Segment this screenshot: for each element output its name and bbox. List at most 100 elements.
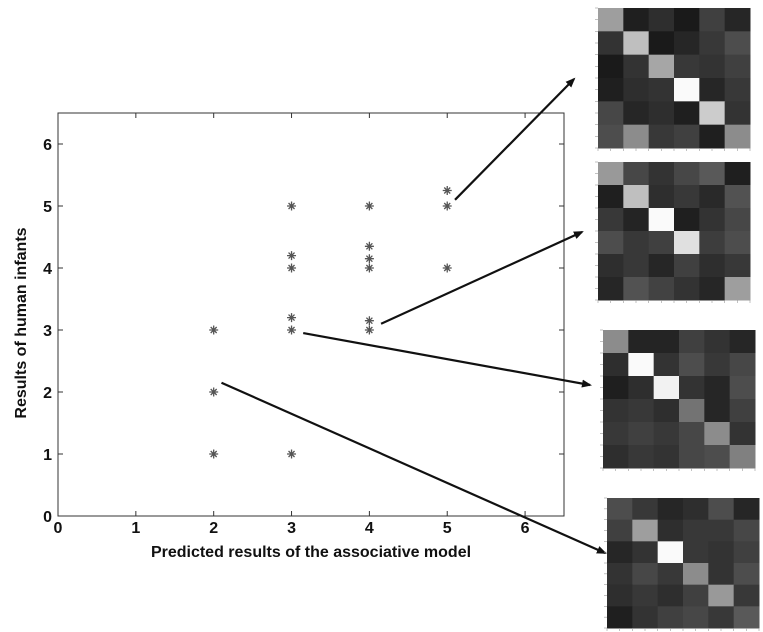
matrix-cell bbox=[598, 231, 624, 255]
matrix-cell bbox=[699, 124, 726, 149]
matrix-cell bbox=[632, 519, 659, 542]
matrix-cell bbox=[729, 353, 756, 377]
matrix-cell bbox=[657, 606, 684, 629]
data-point bbox=[287, 263, 297, 273]
matrix-cell bbox=[603, 399, 629, 423]
matrix-cell bbox=[598, 31, 624, 56]
matrix-cell bbox=[632, 606, 659, 629]
matrix-thumbnail bbox=[595, 7, 751, 151]
matrix-cell bbox=[674, 78, 700, 102]
matrix-cell bbox=[699, 185, 726, 209]
matrix-cell bbox=[679, 422, 705, 446]
matrix-cell bbox=[653, 445, 680, 469]
matrix-cell bbox=[674, 254, 700, 278]
matrix-cell bbox=[733, 498, 760, 521]
matrix-cell bbox=[724, 277, 751, 301]
matrix-cell bbox=[674, 277, 700, 301]
matrix-cell bbox=[683, 498, 709, 521]
matrix-cell bbox=[733, 541, 760, 564]
matrix-cell bbox=[674, 162, 700, 186]
x-tick-label: 2 bbox=[209, 520, 218, 537]
matrix-cell bbox=[628, 330, 655, 354]
matrix-cell bbox=[628, 422, 655, 446]
matrix-cell bbox=[674, 101, 700, 126]
x-tick-group: 0 1 2 3 4 5 6 bbox=[54, 113, 530, 537]
data-point bbox=[364, 316, 374, 326]
matrix-cell bbox=[674, 231, 700, 255]
matrix-cell bbox=[708, 519, 735, 542]
matrix-cell bbox=[683, 563, 709, 586]
matrix-cell bbox=[733, 584, 760, 607]
matrix-cell bbox=[653, 376, 680, 400]
plot-frame bbox=[57, 112, 565, 517]
matrix-cell bbox=[724, 231, 751, 255]
y-tick-label: 6 bbox=[43, 137, 52, 154]
matrix-cell bbox=[699, 31, 726, 56]
data-point bbox=[364, 263, 374, 273]
matrix-cell bbox=[598, 185, 624, 209]
matrix-cell bbox=[699, 101, 726, 126]
data-point bbox=[287, 251, 297, 261]
matrix-cell bbox=[603, 422, 629, 446]
matrix-cell bbox=[653, 399, 680, 423]
matrix-cell bbox=[699, 162, 726, 186]
matrix-cell bbox=[683, 584, 709, 607]
x-tick-label: 5 bbox=[443, 520, 452, 537]
matrix-cell bbox=[733, 519, 760, 542]
matrix-cell bbox=[648, 231, 675, 255]
matrix-cell bbox=[607, 606, 633, 629]
matrix-thumbnail bbox=[595, 161, 751, 303]
matrix-cell bbox=[598, 78, 624, 102]
matrix-cell bbox=[648, 185, 675, 209]
matrix-cell bbox=[598, 277, 624, 301]
matrix-cell bbox=[679, 445, 705, 469]
data-point bbox=[209, 449, 219, 459]
matrix-thumbnails bbox=[595, 7, 760, 631]
matrix-cell bbox=[623, 31, 650, 56]
matrix-cell bbox=[679, 330, 705, 354]
matrix-cell bbox=[699, 231, 726, 255]
matrix-cell bbox=[683, 541, 709, 564]
matrix-cell bbox=[729, 445, 756, 469]
matrix-thumbnail bbox=[604, 497, 760, 631]
matrix-cell bbox=[674, 54, 700, 79]
matrix-cell bbox=[729, 422, 756, 446]
matrix-cell bbox=[708, 606, 735, 629]
y-tick-label: 2 bbox=[43, 385, 52, 402]
matrix-cell bbox=[648, 254, 675, 278]
matrix-cell bbox=[729, 330, 756, 354]
matrix-cell bbox=[708, 541, 735, 564]
data-point bbox=[287, 449, 297, 459]
matrix-cell bbox=[648, 31, 675, 56]
matrix-cell bbox=[699, 254, 726, 278]
data-point bbox=[287, 325, 297, 335]
matrix-cell bbox=[648, 101, 675, 126]
matrix-cell bbox=[648, 277, 675, 301]
matrix-cell bbox=[632, 541, 659, 564]
data-point bbox=[364, 201, 374, 211]
matrix-cell bbox=[674, 31, 700, 56]
matrix-cell bbox=[724, 31, 751, 56]
matrix-cell bbox=[708, 563, 735, 586]
matrix-cell bbox=[683, 519, 709, 542]
matrix-cell bbox=[598, 254, 624, 278]
matrix-cell bbox=[628, 445, 655, 469]
matrix-cell bbox=[657, 563, 684, 586]
matrix-cell bbox=[623, 162, 650, 186]
matrix-cell bbox=[704, 330, 731, 354]
matrix-cell bbox=[623, 254, 650, 278]
matrix-cell bbox=[724, 8, 751, 32]
matrix-cell bbox=[648, 208, 675, 232]
arrows bbox=[221, 77, 607, 555]
data-point bbox=[287, 313, 297, 323]
matrix-cell bbox=[733, 606, 760, 629]
matrix-cell bbox=[607, 563, 633, 586]
matrix-cell bbox=[603, 376, 629, 400]
matrix-cell bbox=[648, 8, 675, 32]
data-point bbox=[442, 186, 452, 195]
matrix-cell bbox=[603, 330, 629, 354]
matrix-cell bbox=[623, 208, 650, 232]
matrix-thumbnail bbox=[600, 329, 756, 471]
matrix-cell bbox=[724, 254, 751, 278]
y-tick-label: 1 bbox=[43, 447, 52, 464]
